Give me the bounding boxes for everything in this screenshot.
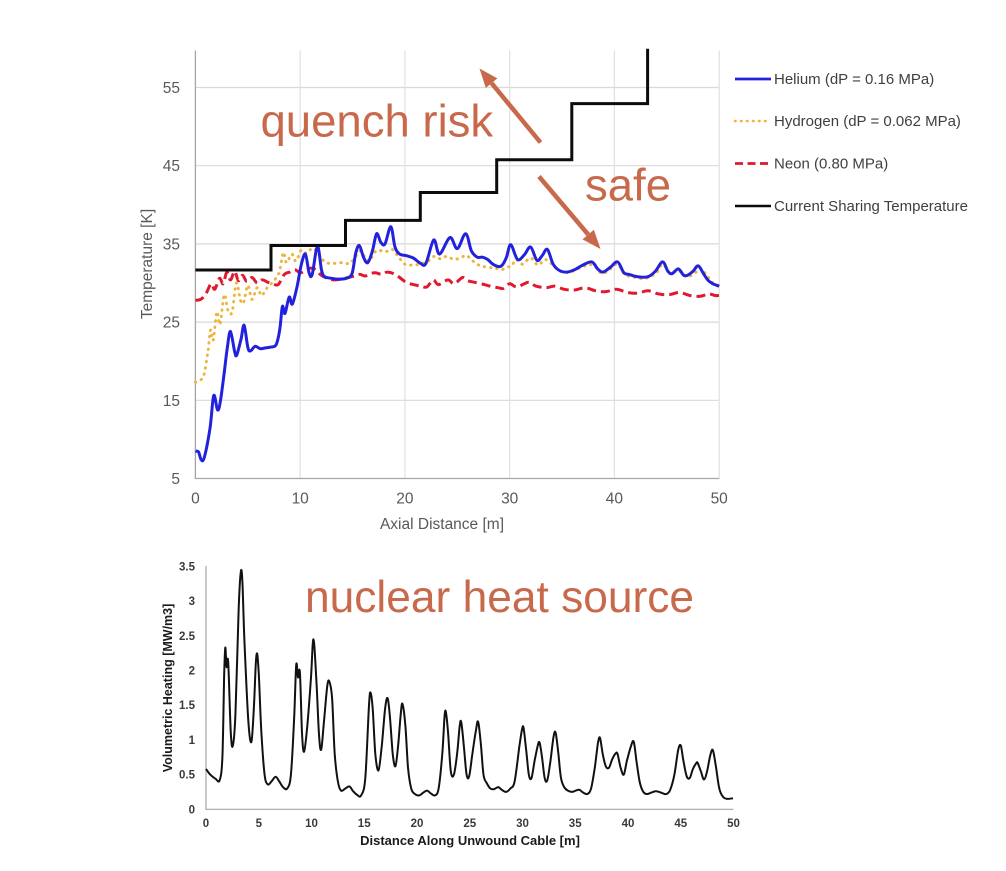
svg-text:5: 5 (171, 471, 180, 488)
svg-text:Volumetric Heating [MW/m3]: Volumetric Heating [MW/m3] (161, 604, 175, 773)
svg-text:25: 25 (163, 315, 180, 332)
svg-text:30: 30 (516, 818, 529, 830)
svg-text:1.5: 1.5 (179, 700, 196, 712)
svg-text:0: 0 (203, 818, 209, 830)
svg-text:Axial Distance [m]: Axial Distance [m] (380, 516, 504, 533)
svg-text:35: 35 (569, 818, 582, 830)
svg-text:Temperature [K]: Temperature [K] (139, 209, 156, 319)
svg-text:45: 45 (163, 158, 180, 175)
svg-text:15: 15 (163, 393, 180, 410)
svg-text:2: 2 (189, 666, 195, 678)
svg-text:safe: safe (585, 160, 671, 211)
svg-text:5: 5 (256, 818, 263, 830)
svg-text:0: 0 (189, 804, 195, 816)
svg-text:3.5: 3.5 (179, 561, 196, 573)
svg-text:30: 30 (501, 491, 519, 508)
svg-text:Hydrogen (dP = 0.062 MPa): Hydrogen (dP = 0.062 MPa) (774, 113, 961, 130)
svg-text:55: 55 (163, 80, 180, 97)
svg-text:50: 50 (727, 818, 740, 830)
svg-text:0: 0 (191, 491, 200, 508)
svg-text:10: 10 (292, 491, 310, 508)
svg-text:Helium (dP = 0.16 MPa): Helium (dP = 0.16 MPa) (774, 71, 934, 88)
svg-text:40: 40 (606, 491, 624, 508)
svg-text:Current Sharing Temperature: Current Sharing Temperature (774, 198, 968, 215)
svg-text:nuclear heat source: nuclear heat source (305, 573, 694, 622)
svg-text:1: 1 (189, 735, 196, 747)
svg-text:quench risk: quench risk (261, 96, 494, 147)
svg-text:35: 35 (163, 236, 180, 253)
svg-text:Distance Along Unwound Cable [: Distance Along Unwound Cable [m] (360, 833, 580, 848)
svg-text:3: 3 (189, 596, 195, 608)
svg-text:2.5: 2.5 (179, 631, 196, 643)
svg-text:25: 25 (463, 818, 476, 830)
svg-text:45: 45 (674, 818, 687, 830)
svg-text:40: 40 (622, 818, 635, 830)
svg-text:Neon (0.80 MPa): Neon (0.80 MPa) (774, 156, 888, 173)
svg-text:50: 50 (711, 491, 729, 508)
svg-text:10: 10 (305, 818, 318, 830)
svg-text:20: 20 (396, 491, 414, 508)
svg-text:20: 20 (411, 818, 424, 830)
svg-text:0.5: 0.5 (179, 770, 196, 782)
svg-text:15: 15 (358, 818, 371, 830)
